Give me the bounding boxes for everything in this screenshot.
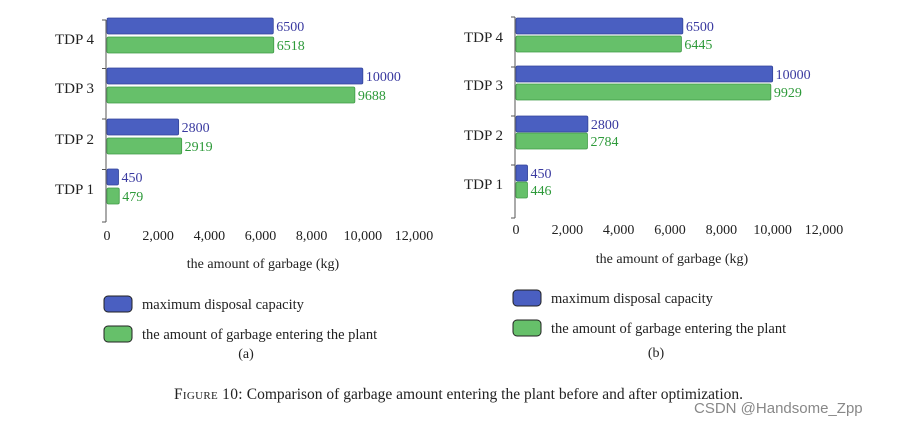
watermark: CSDN @Handsome_Zpp (694, 400, 863, 417)
x-tick-label: 4,000 (603, 223, 635, 238)
legend-label-capacity: maximum disposal capacity (551, 291, 714, 307)
x-tick-label: 10,000 (344, 229, 383, 244)
garbage-value-label: 6445 (684, 38, 712, 53)
capacity-bar (515, 115, 589, 133)
capacity-bar (106, 118, 180, 136)
category-label: TDP 1 (464, 177, 503, 193)
legend-label-garbage: the amount of garbage entering the plant (142, 327, 377, 343)
legend-swatch-capacity (512, 289, 542, 307)
garbage-value-label: 9929 (774, 86, 802, 101)
garbage-bar (515, 181, 528, 199)
legend-label-garbage: the amount of garbage entering the plant (551, 321, 786, 337)
capacity-bar (515, 65, 774, 83)
capacity-bar (106, 17, 274, 35)
figure-caption: Figure 10: Comparison of garbage amount … (0, 386, 917, 404)
panel-label: (b) (648, 346, 665, 361)
garbage-value-label: 2919 (185, 140, 213, 155)
x-tick-label: 12,000 (805, 223, 844, 238)
x-axis-title: the amount of garbage (kg) (187, 257, 340, 272)
x-tick-label: 2,000 (552, 223, 584, 238)
garbage-bar (106, 137, 183, 155)
capacity-value-label: 10000 (776, 68, 811, 83)
panel-label: (a) (238, 347, 254, 362)
x-tick-label: 12,000 (395, 229, 434, 244)
x-tick-label: 10,000 (753, 223, 792, 238)
x-tick-label: 0 (513, 223, 520, 238)
legend-swatch-garbage (512, 319, 542, 337)
capacity-bar (515, 17, 684, 35)
x-tick-label: 6,000 (245, 229, 277, 244)
x-tick-label: 8,000 (296, 229, 328, 244)
category-label: TDP 3 (464, 78, 503, 94)
x-tick-label: 8,000 (706, 223, 738, 238)
garbage-value-label: 479 (122, 190, 143, 205)
category-label: TDP 3 (55, 81, 94, 97)
capacity-value-label: 2800 (591, 118, 619, 133)
legend-swatch-garbage (103, 325, 133, 343)
caption-text: Comparison of garbage amount entering th… (246, 386, 744, 403)
capacity-value-label: 450 (531, 167, 552, 182)
category-label: TDP 2 (464, 128, 503, 144)
garbage-value-label: 446 (530, 184, 551, 199)
garbage-value-label: 6518 (277, 39, 305, 54)
caption-prefix: Figure 10: (173, 386, 243, 403)
capacity-value-label: 6500 (686, 20, 714, 35)
garbage-bar (515, 132, 588, 150)
capacity-value-label: 6500 (276, 20, 304, 35)
x-tick-label: 6,000 (654, 223, 686, 238)
category-label: TDP 4 (464, 30, 504, 46)
garbage-bar (106, 86, 356, 104)
garbage-bar (106, 187, 120, 205)
category-label: TDP 2 (55, 132, 94, 148)
legend-swatch-capacity (103, 295, 133, 313)
x-tick-label: 4,000 (194, 229, 226, 244)
x-axis-title: the amount of garbage (kg) (596, 252, 749, 267)
capacity-bar (515, 164, 528, 182)
garbage-bar (515, 35, 682, 53)
garbage-bar (106, 36, 275, 54)
garbage-value-label: 2784 (590, 135, 618, 150)
garbage-value-label: 9688 (358, 89, 386, 104)
capacity-value-label: 2800 (182, 121, 210, 136)
garbage-bar (515, 83, 772, 101)
capacity-bar (106, 67, 364, 85)
legend-label-capacity: maximum disposal capacity (142, 297, 305, 313)
capacity-bar (106, 168, 119, 186)
capacity-value-label: 450 (122, 171, 143, 186)
capacity-value-label: 10000 (366, 70, 401, 85)
x-tick-label: 0 (104, 229, 111, 244)
category-label: TDP 4 (55, 32, 95, 48)
category-label: TDP 1 (55, 182, 94, 198)
x-tick-label: 2,000 (142, 229, 174, 244)
